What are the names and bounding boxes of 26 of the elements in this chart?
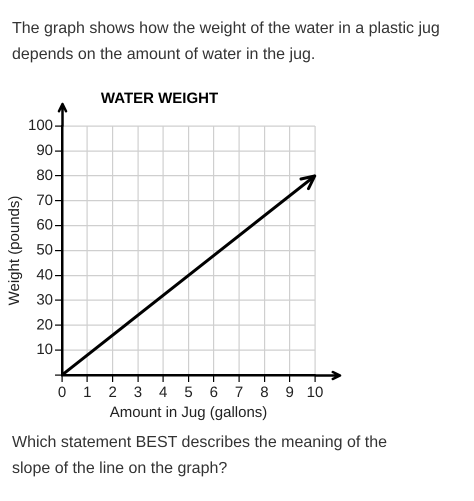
x-tick-label: 7 bbox=[234, 384, 244, 402]
y-tick-label: 50 bbox=[36, 242, 54, 259]
y-axis-title: Weight (pounds) bbox=[6, 196, 24, 306]
y-tick-label: 30 bbox=[36, 291, 54, 308]
x-tick-label: 3 bbox=[134, 384, 142, 402]
y-tick-label: 90 bbox=[36, 142, 54, 160]
x-tick-label: 5 bbox=[184, 384, 193, 402]
y-tick-label: 70 bbox=[36, 192, 54, 209]
x-tick-label: 0 bbox=[58, 384, 66, 402]
x-tick-label: 6 bbox=[210, 384, 218, 402]
x-tick-label: 9 bbox=[286, 384, 294, 402]
x-axis-title: Amount in Jug (gallons) bbox=[110, 404, 268, 422]
x-tick-label: 2 bbox=[108, 384, 117, 402]
chart-title: WATER WEIGHT bbox=[100, 90, 218, 108]
y-tick-label: 40 bbox=[36, 266, 54, 284]
text: Which statement BEST describes the meaning of the slope of the line on the graph? bbox=[12, 433, 388, 479]
y-tick-label: 20 bbox=[36, 316, 54, 334]
x-tick-label: 4 bbox=[159, 384, 168, 402]
x-tick-label: 10 bbox=[306, 384, 324, 402]
x-tick-label: 8 bbox=[260, 384, 269, 402]
y-tick-label: 10 bbox=[36, 341, 54, 358]
y-tick-label: 100 bbox=[28, 117, 54, 134]
x-tick-label: 1 bbox=[83, 384, 92, 402]
chart-subtitle: The graph shows how the weight of the water in a plastic jug depends on the amount of water in the jug. bbox=[12, 19, 441, 65]
y-tick-label: 80 bbox=[36, 166, 54, 184]
y-tick-label: 60 bbox=[36, 216, 54, 234]
